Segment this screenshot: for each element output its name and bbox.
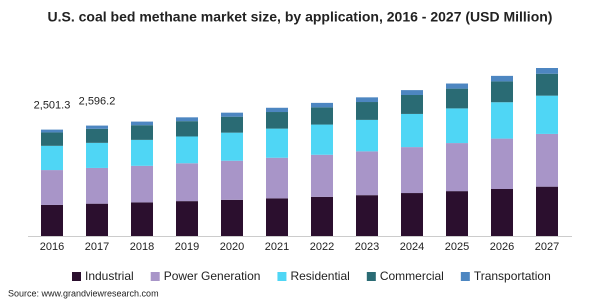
bar-segment — [41, 204, 63, 236]
bar-segment — [401, 95, 423, 114]
legend-label: Power Generation — [164, 269, 261, 283]
bar-segment — [311, 102, 333, 108]
x-tick-label: 2026 — [490, 241, 514, 253]
bar-segment — [356, 151, 378, 196]
legend-label: Industrial — [85, 269, 134, 283]
x-tick-label: 2027 — [535, 241, 559, 253]
bar-segment — [491, 189, 513, 236]
total-label: 2,501.3 — [34, 100, 71, 112]
bar-segment — [266, 198, 288, 236]
legend-label: Residential — [290, 269, 349, 283]
bar-segment — [266, 107, 288, 113]
bar-segment — [446, 108, 468, 144]
bar-segment — [221, 199, 243, 236]
bar-segment — [491, 75, 513, 82]
bar-segment — [41, 129, 63, 133]
legend-swatch — [277, 272, 287, 281]
bar-segment — [311, 154, 333, 197]
x-tick-label: 2022 — [310, 241, 334, 253]
bar-segment — [536, 186, 558, 236]
bar-segment — [311, 124, 333, 155]
bar-segment — [131, 202, 153, 236]
bar-segment — [446, 83, 468, 89]
bar-segment — [86, 142, 108, 168]
bar-segment — [86, 128, 108, 143]
legend-label: Transportation — [474, 269, 551, 283]
x-tick-label: 2023 — [355, 241, 379, 253]
bar-segment — [446, 143, 468, 192]
bar-segment — [176, 121, 198, 137]
x-tick-label: 2017 — [85, 241, 109, 253]
bar-segment — [401, 113, 423, 148]
x-tick-label: 2019 — [175, 241, 199, 253]
bar-segment — [176, 163, 198, 202]
bar-segment — [41, 132, 63, 146]
source: Source: www.grandviewresearch.com — [8, 288, 159, 298]
bar-segment — [491, 138, 513, 190]
bar-segment — [266, 128, 288, 158]
bar-segment — [41, 170, 63, 205]
bar-segment — [131, 125, 153, 140]
x-tick-label: 2024 — [400, 241, 424, 253]
x-tick-label: 2025 — [445, 241, 469, 253]
bar-segment — [131, 121, 153, 126]
bar-segment — [86, 203, 108, 236]
legend-swatch — [150, 272, 160, 281]
x-tick-label: 2016 — [40, 241, 64, 253]
bar-segment — [356, 97, 378, 103]
bar-segment — [536, 73, 558, 96]
bar-segment — [536, 95, 558, 134]
bar-segment — [221, 160, 243, 200]
bar-segment — [356, 102, 378, 120]
bar-segment — [401, 90, 423, 96]
bar-segment — [86, 125, 108, 129]
bar-segment — [176, 201, 198, 236]
bar-segment — [401, 147, 423, 194]
bar-segment — [491, 102, 513, 139]
bar-segment — [41, 145, 63, 171]
total-label: 2,596.2 — [79, 95, 116, 107]
legend-swatch — [460, 272, 470, 281]
bar-segment — [536, 68, 558, 74]
bar-segment — [356, 119, 378, 152]
legend-label: Commercial — [380, 269, 444, 283]
bar-segment — [311, 196, 333, 236]
chart-title: U.S. coal bed methane market size, by ap… — [48, 9, 553, 25]
bar-segment — [356, 195, 378, 236]
bar-segment — [176, 136, 198, 164]
bar-segment — [266, 112, 288, 129]
bar-segment — [491, 81, 513, 103]
bar-segment — [266, 157, 288, 199]
x-tick-label: 2021 — [265, 241, 289, 253]
bar-segment — [86, 167, 108, 204]
bar-segment — [221, 132, 243, 161]
bar-segment — [131, 139, 153, 166]
legend-swatch — [366, 272, 376, 281]
x-tick-label: 2018 — [130, 241, 154, 253]
bar-segment — [221, 116, 243, 133]
bar-segment — [221, 112, 243, 117]
bar-segment — [536, 133, 558, 187]
bar-segment — [131, 165, 153, 203]
bar-segment — [176, 117, 198, 122]
x-tick-label: 2020 — [220, 241, 244, 253]
legend-swatch — [72, 272, 81, 281]
bar-segment — [311, 107, 333, 125]
bar-segment — [446, 88, 468, 109]
bar-segment — [401, 193, 423, 236]
bar-segment — [446, 191, 468, 236]
